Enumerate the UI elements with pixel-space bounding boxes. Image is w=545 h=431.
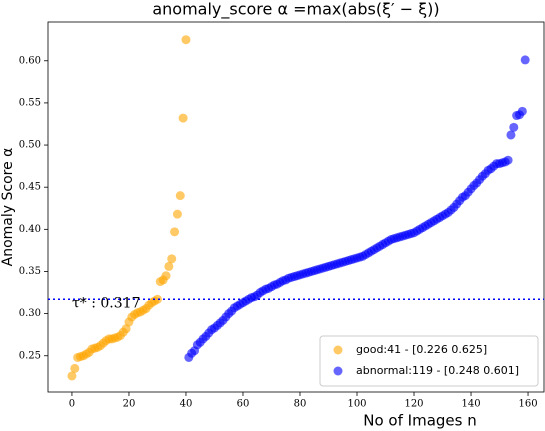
y-axis-label: Anomaly Score α [0,148,16,267]
data-point [164,261,174,271]
legend-marker [333,366,343,376]
x-tick-label: 140 [461,399,480,410]
y-tick-label: 0.50 [19,140,41,151]
x-tick-label: 120 [404,399,423,410]
chart-title: anomaly_score α =max(abs(ξ′ − ξ)) [152,0,439,20]
data-point [170,227,180,237]
data-point [70,363,80,373]
x-tick-label: 40 [180,399,193,410]
x-tick-label: 160 [518,399,537,410]
data-point [152,294,162,304]
x-tick-label: 80 [294,399,307,410]
data-point [503,155,513,165]
x-tick-label: 0 [69,399,75,410]
plot-frame [47,21,545,393]
data-point [181,35,191,45]
x-axis-label: No of Images n [363,412,476,430]
threshold-label: τ* : 0.317 [72,295,140,311]
x-tick-label: 100 [347,399,366,410]
data-point [178,113,188,123]
data-point [509,122,519,132]
data-point [67,371,77,381]
data-point [517,106,527,116]
y-tick-label: 0.25 [19,350,41,361]
data-point [121,324,131,334]
x-tick-label: 60 [237,399,250,410]
data-point [520,55,530,65]
y-tick-label: 0.60 [19,55,41,66]
data-point [172,209,182,219]
legend-label: good:41 - [0.226 0.625] [356,343,487,356]
y-tick-label: 0.40 [19,224,41,235]
data-point [506,130,516,140]
y-tick-label: 0.45 [19,182,41,193]
data-point [161,271,171,281]
data-point [175,191,185,201]
data-point [167,254,177,264]
y-tick-label: 0.30 [19,308,41,319]
legend-box [319,335,539,387]
y-tick-label: 0.35 [19,266,41,277]
x-tick-label: 20 [123,399,136,410]
legend-label: abnormal:119 - [0.248 0.601] [356,364,519,377]
y-tick-label: 0.55 [19,97,41,108]
legend-marker [333,345,343,355]
